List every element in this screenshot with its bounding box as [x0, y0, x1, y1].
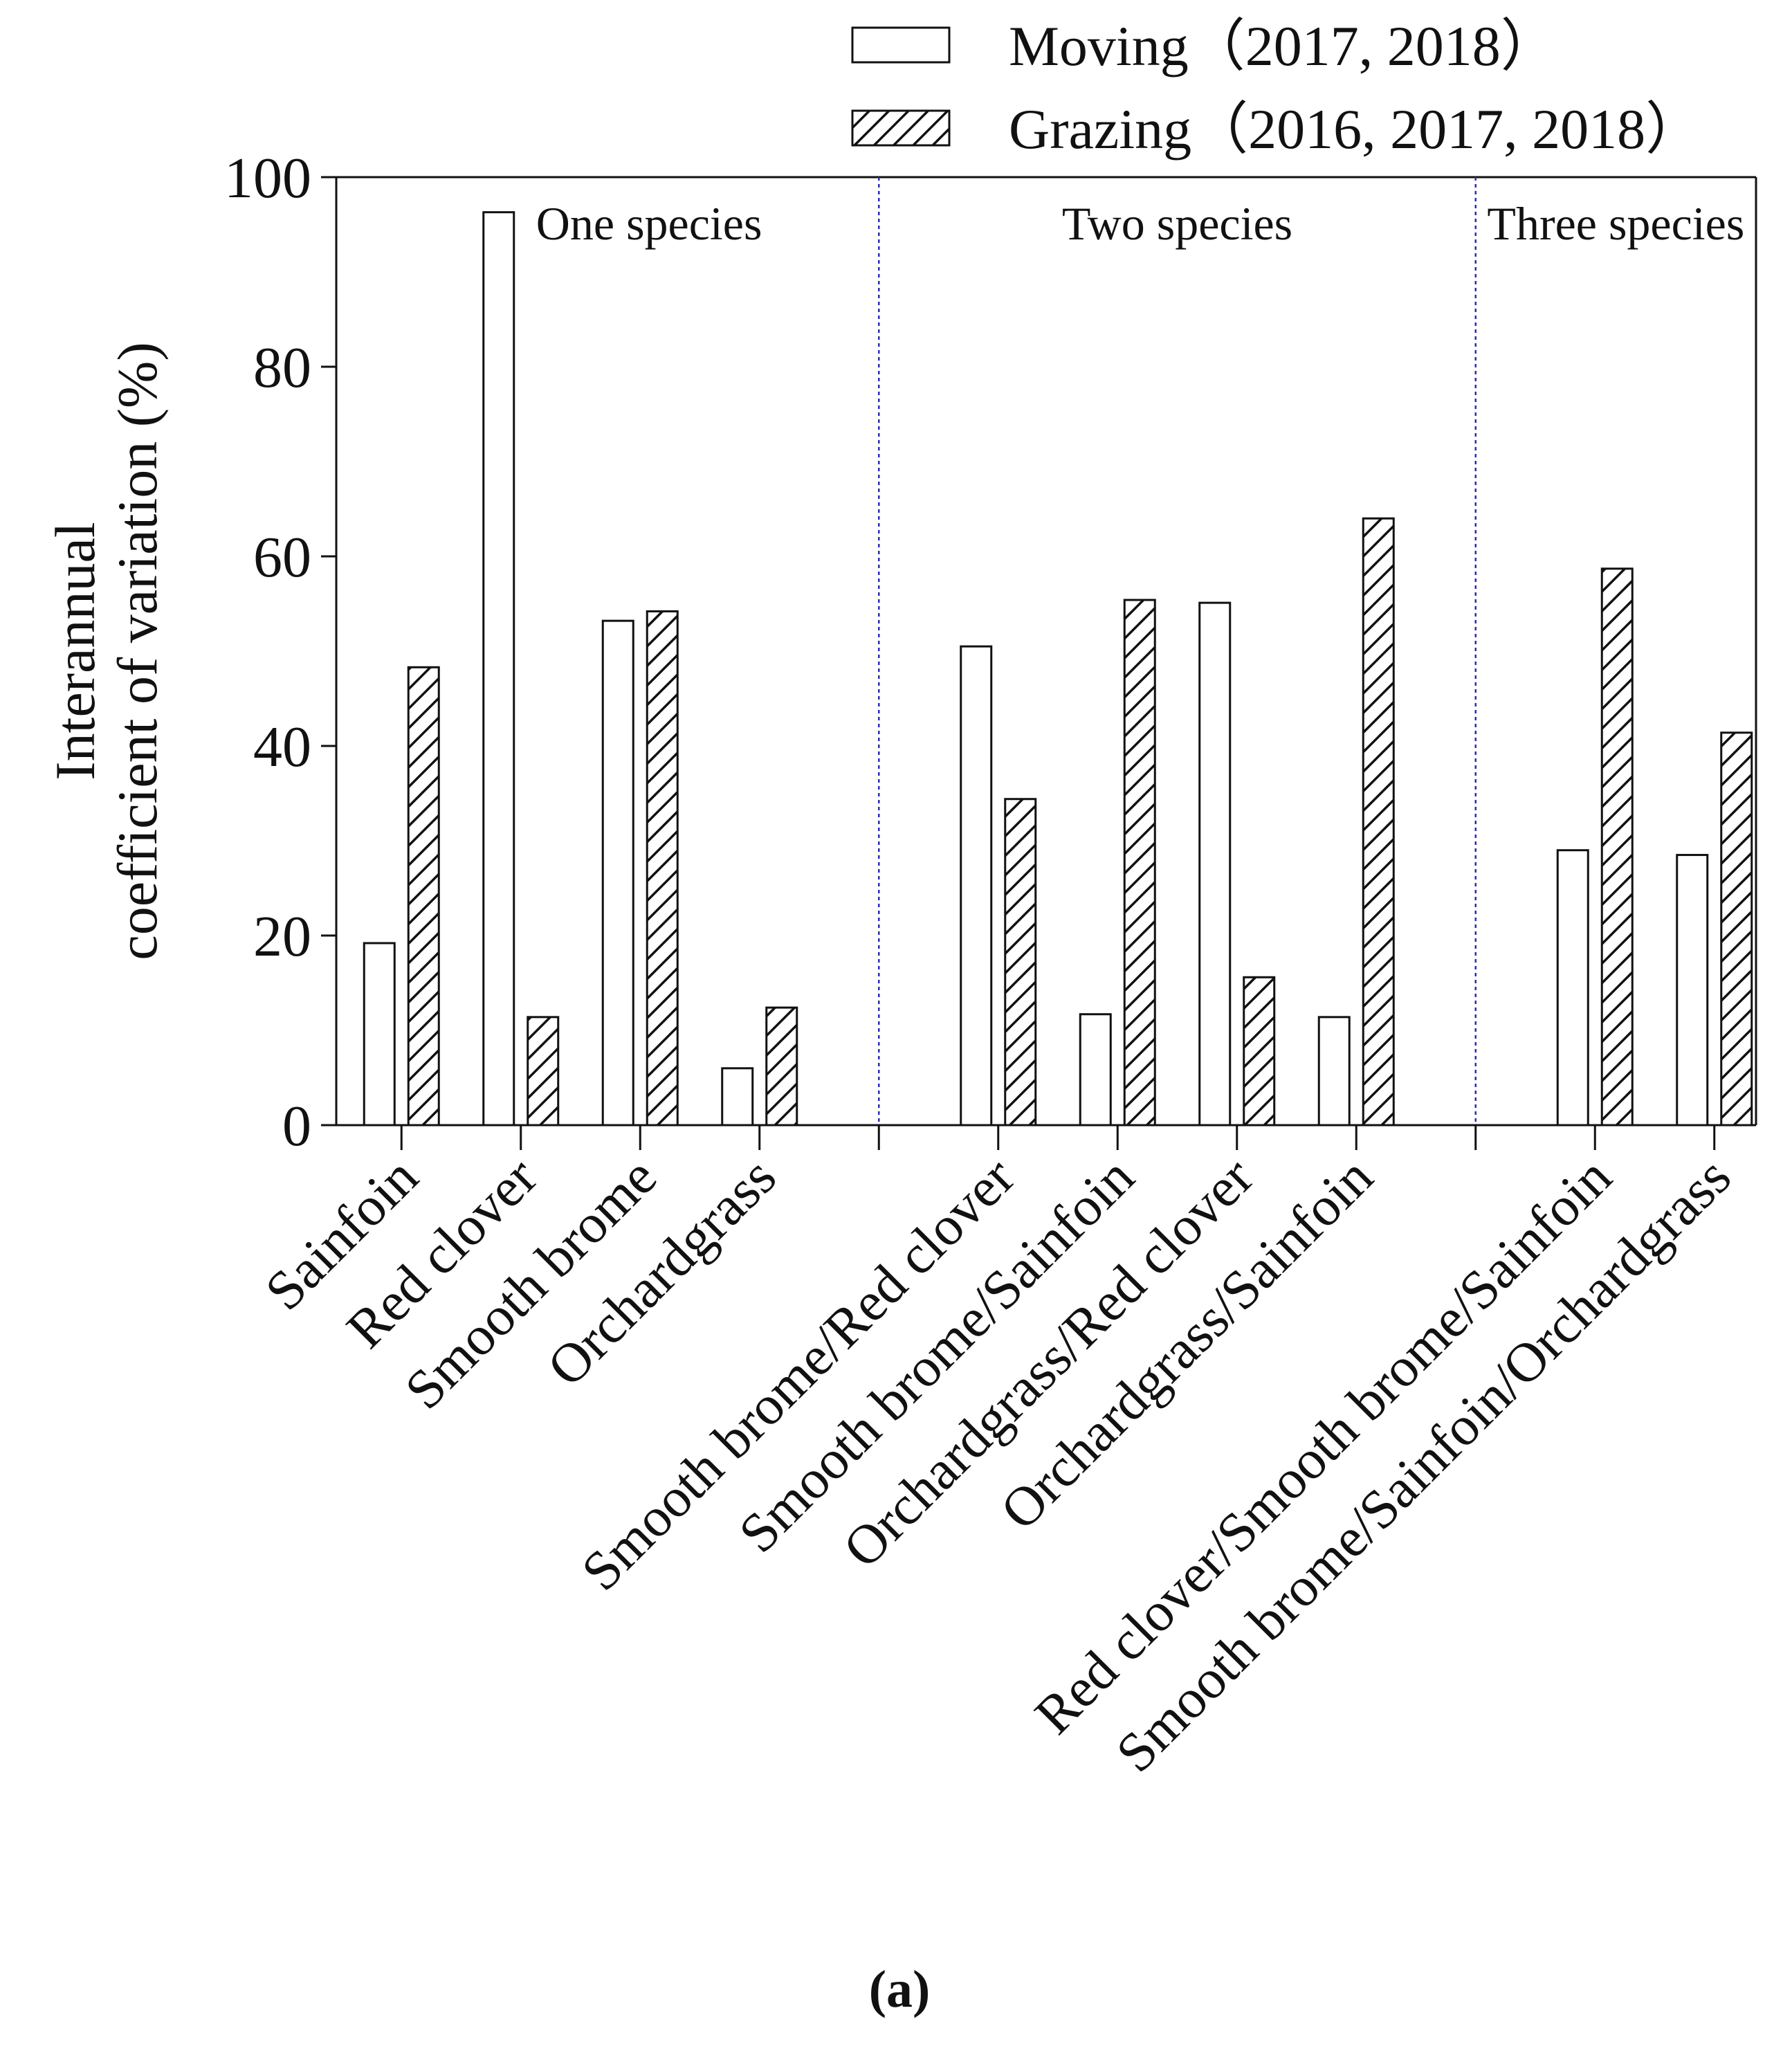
- bar-moving: [1676, 854, 1709, 1127]
- y-tick-label: 40: [253, 715, 311, 779]
- bar-moving: [482, 211, 515, 1127]
- bar-moving: [363, 942, 396, 1127]
- bar-grazing: [527, 1016, 560, 1127]
- legend-label-moving: Moving（2017, 2018）: [1009, 15, 1557, 78]
- bar-grazing: [765, 1006, 798, 1127]
- bar-grazing: [1004, 798, 1037, 1127]
- bar-moving: [960, 645, 993, 1127]
- y-tick-label: 0: [282, 1094, 311, 1158]
- bar-grazing: [646, 610, 679, 1127]
- y-axis-label-line-2: coefficient of variation (%): [106, 342, 169, 960]
- legend-swatch-moving: [851, 26, 951, 64]
- bar-moving: [721, 1067, 754, 1127]
- group-label: Three species: [1487, 197, 1744, 250]
- legend: Moving（2017, 2018） Grazing（2016, 2017, 2…: [851, 15, 1702, 161]
- y-tick-label: 60: [253, 525, 311, 590]
- y-axis-label-line-1: Interannual: [44, 522, 107, 780]
- bar-grazing: [1600, 567, 1634, 1127]
- plot-area: 0 20 40 60 80 100 One species Two species Three…: [224, 146, 1757, 1784]
- bar-grazing: [1243, 976, 1276, 1127]
- group-label: One species: [536, 197, 762, 250]
- bar-grazing: [407, 666, 440, 1127]
- legend-label-grazing: Grazing（2016, 2017, 2018）: [1009, 98, 1702, 161]
- y-axis-label: Interannual coefficient of variation (%): [44, 342, 169, 960]
- bar-grazing: [1123, 599, 1156, 1127]
- bar-grazing: [1720, 731, 1753, 1127]
- bar-moving: [1198, 601, 1232, 1127]
- y-tick-label: 100: [224, 146, 311, 210]
- group-label: Two species: [1062, 197, 1292, 250]
- y-tick-label: 80: [253, 336, 311, 400]
- bar-grazing: [1362, 517, 1395, 1127]
- legend-swatch-grazing: [851, 109, 951, 147]
- bar-moving: [1556, 849, 1589, 1127]
- figure-label: (a): [869, 1960, 931, 2018]
- bar-moving: [1317, 1016, 1351, 1127]
- y-tick-label: 20: [253, 904, 311, 969]
- bar-moving: [1079, 1013, 1112, 1127]
- bar-moving: [601, 619, 634, 1127]
